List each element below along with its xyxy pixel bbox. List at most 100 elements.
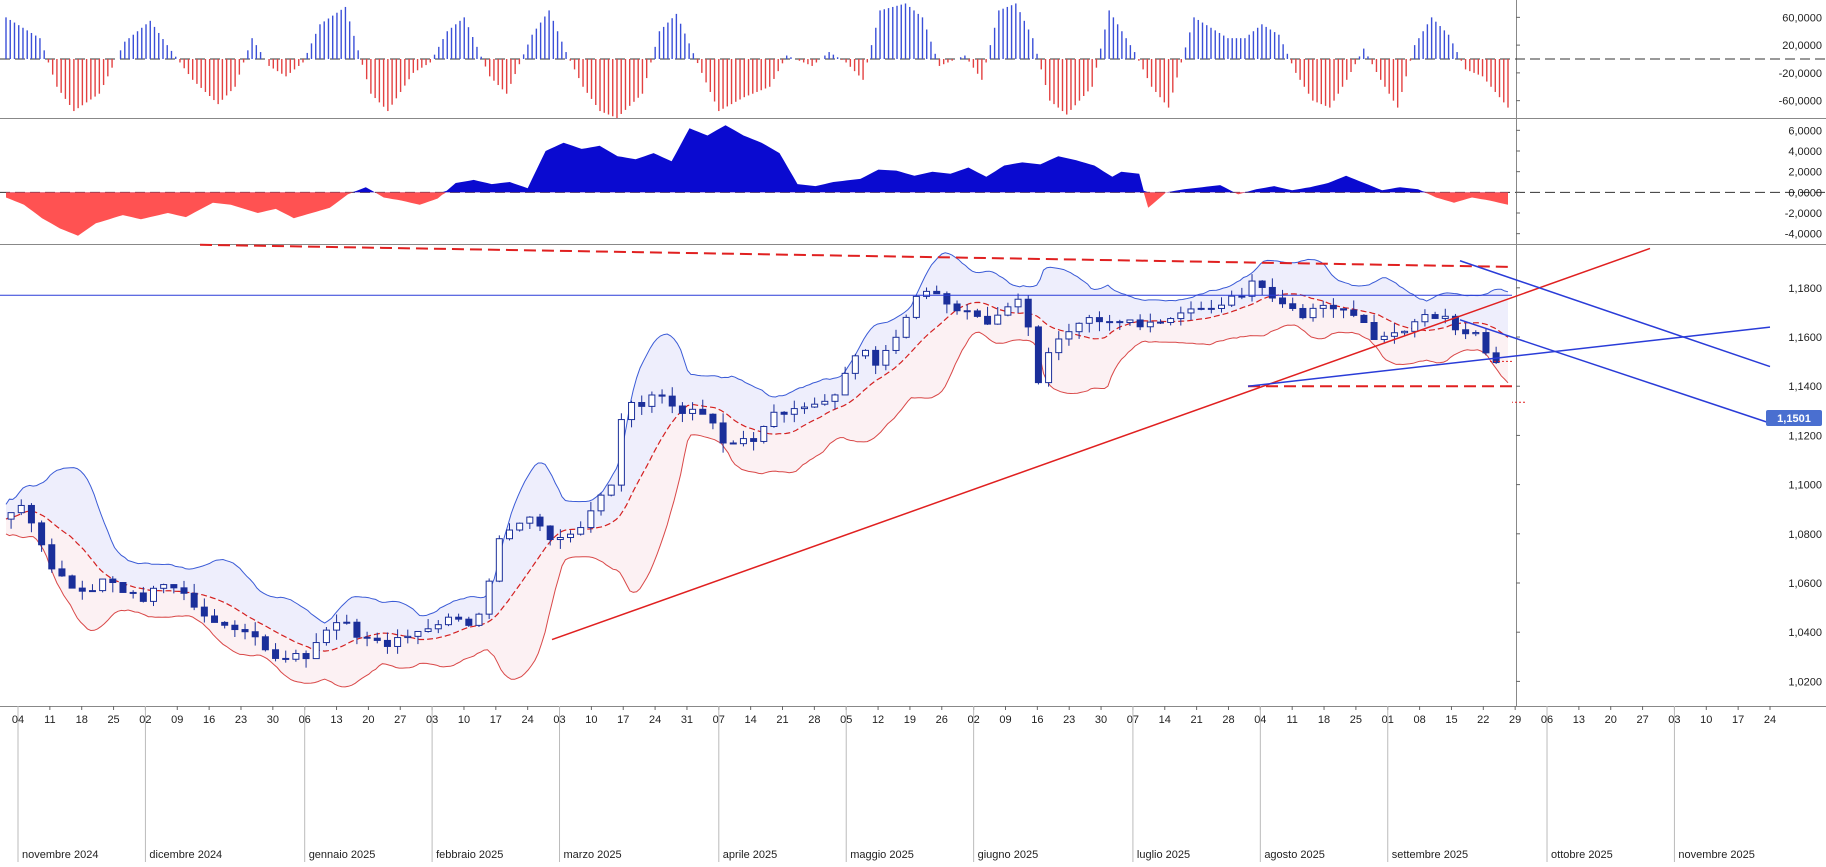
x-day-label: 12 bbox=[872, 714, 884, 726]
candle-body bbox=[1187, 308, 1195, 314]
candle-body bbox=[1289, 303, 1297, 309]
candle-body bbox=[851, 355, 859, 374]
oscillator-negative-area bbox=[6, 192, 1508, 236]
x-month-label: novembre 2025 bbox=[1678, 849, 1754, 861]
last-price-label: 1,1501 bbox=[1777, 413, 1811, 425]
candle-body bbox=[282, 657, 290, 660]
x-day-label: 25 bbox=[1350, 714, 1362, 726]
candle-body bbox=[719, 422, 727, 444]
histogram-tick-label: -20,0000 bbox=[1779, 68, 1822, 80]
candle-body bbox=[292, 653, 300, 660]
candle-body bbox=[973, 310, 981, 317]
candle-body bbox=[7, 512, 15, 520]
candle-body bbox=[912, 295, 920, 318]
bollinger-lower-line bbox=[5, 324, 1509, 688]
candle-body bbox=[841, 372, 849, 396]
x-day-label: 28 bbox=[1222, 714, 1234, 726]
candle-body bbox=[1126, 319, 1134, 324]
candle-body bbox=[434, 624, 442, 630]
candle-body bbox=[394, 637, 402, 647]
candle-body bbox=[302, 653, 310, 660]
candle-body bbox=[109, 578, 117, 584]
candle-body bbox=[1085, 317, 1093, 324]
candle-body bbox=[180, 587, 188, 594]
candle-body bbox=[424, 628, 432, 632]
candle-body bbox=[1248, 280, 1256, 297]
x-month-label: agosto 2025 bbox=[1264, 849, 1325, 861]
x-month-label: settembre 2025 bbox=[1392, 849, 1468, 861]
candle-body bbox=[1380, 335, 1388, 340]
x-day-label: 10 bbox=[1700, 714, 1712, 726]
candle-body bbox=[200, 606, 208, 617]
x-day-label: 18 bbox=[1318, 714, 1330, 726]
candle-body bbox=[1482, 332, 1490, 354]
candle-body bbox=[923, 290, 931, 297]
bollinger-upper-line bbox=[5, 252, 1509, 624]
candle-body bbox=[1401, 330, 1409, 334]
bollinger-lower-fill bbox=[6, 293, 1508, 687]
candle-body bbox=[414, 630, 422, 637]
candle-body bbox=[231, 624, 239, 631]
red-dashed-resistance bbox=[199, 243, 1513, 268]
candle-body bbox=[994, 314, 1002, 325]
x-month-label: dicembre 2024 bbox=[149, 849, 222, 861]
x-month-label: marzo 2025 bbox=[564, 849, 622, 861]
bollinger-mid-line bbox=[5, 293, 1509, 652]
x-day-label: 09 bbox=[999, 714, 1011, 726]
candle-body bbox=[678, 405, 686, 414]
x-month-label: maggio 2025 bbox=[850, 849, 914, 861]
last-price-tag: 1,1501 bbox=[1766, 410, 1822, 426]
candle-body bbox=[465, 618, 473, 626]
candle-body bbox=[536, 516, 544, 527]
x-day-label: 11 bbox=[1286, 714, 1297, 726]
candle-body bbox=[648, 394, 656, 407]
x-day-label: 29 bbox=[1509, 714, 1521, 726]
candle-body bbox=[383, 639, 391, 647]
x-day-label: 27 bbox=[1636, 714, 1648, 726]
x-day-label: 20 bbox=[362, 714, 374, 726]
price-tick-label: 1,1400 bbox=[1788, 381, 1822, 393]
x-day-label: 24 bbox=[522, 714, 534, 726]
x-month-label: gennaio 2025 bbox=[309, 849, 376, 861]
candle-body bbox=[617, 419, 625, 486]
candle-body bbox=[699, 408, 707, 415]
candle-body bbox=[475, 613, 483, 626]
candle-body bbox=[607, 484, 615, 496]
x-day-label: 25 bbox=[107, 714, 119, 726]
candle-body bbox=[404, 635, 412, 639]
candle-body bbox=[984, 315, 992, 325]
candle-body bbox=[597, 494, 605, 512]
candle-body bbox=[1197, 307, 1205, 310]
candle-body bbox=[1095, 317, 1103, 323]
candle-body bbox=[1350, 309, 1358, 316]
candle-body bbox=[160, 584, 168, 589]
oscillator-tick-label: -4,0000 bbox=[1785, 229, 1822, 241]
candle-body bbox=[516, 522, 524, 531]
candle-body bbox=[821, 400, 829, 405]
price-tick-label: 1,0400 bbox=[1788, 627, 1822, 639]
x-day-label: 17 bbox=[1732, 714, 1744, 726]
blue-channel-lower bbox=[1459, 319, 1771, 424]
candle-body bbox=[485, 580, 493, 615]
x-day-label: 30 bbox=[1095, 714, 1107, 726]
candle-body bbox=[505, 529, 513, 540]
x-day-label: 23 bbox=[1063, 714, 1075, 726]
oscillator-tick-label: 2,0000 bbox=[1788, 167, 1822, 179]
candle-body bbox=[322, 629, 330, 644]
price-tick-label: 1,1200 bbox=[1788, 430, 1822, 442]
candle-body bbox=[27, 504, 35, 524]
candle-body bbox=[1309, 307, 1317, 319]
candle-body bbox=[668, 395, 676, 407]
candle-body bbox=[455, 616, 463, 620]
candle-body bbox=[739, 438, 747, 445]
x-day-label: 15 bbox=[1445, 714, 1457, 726]
candle-body bbox=[221, 621, 229, 626]
candle-body bbox=[892, 336, 900, 351]
x-day-label: 26 bbox=[936, 714, 948, 726]
x-day-label: 14 bbox=[1159, 714, 1171, 726]
candle-body bbox=[48, 544, 56, 570]
histogram-tick-label: 20,0000 bbox=[1782, 40, 1822, 52]
candle-body bbox=[567, 533, 575, 539]
